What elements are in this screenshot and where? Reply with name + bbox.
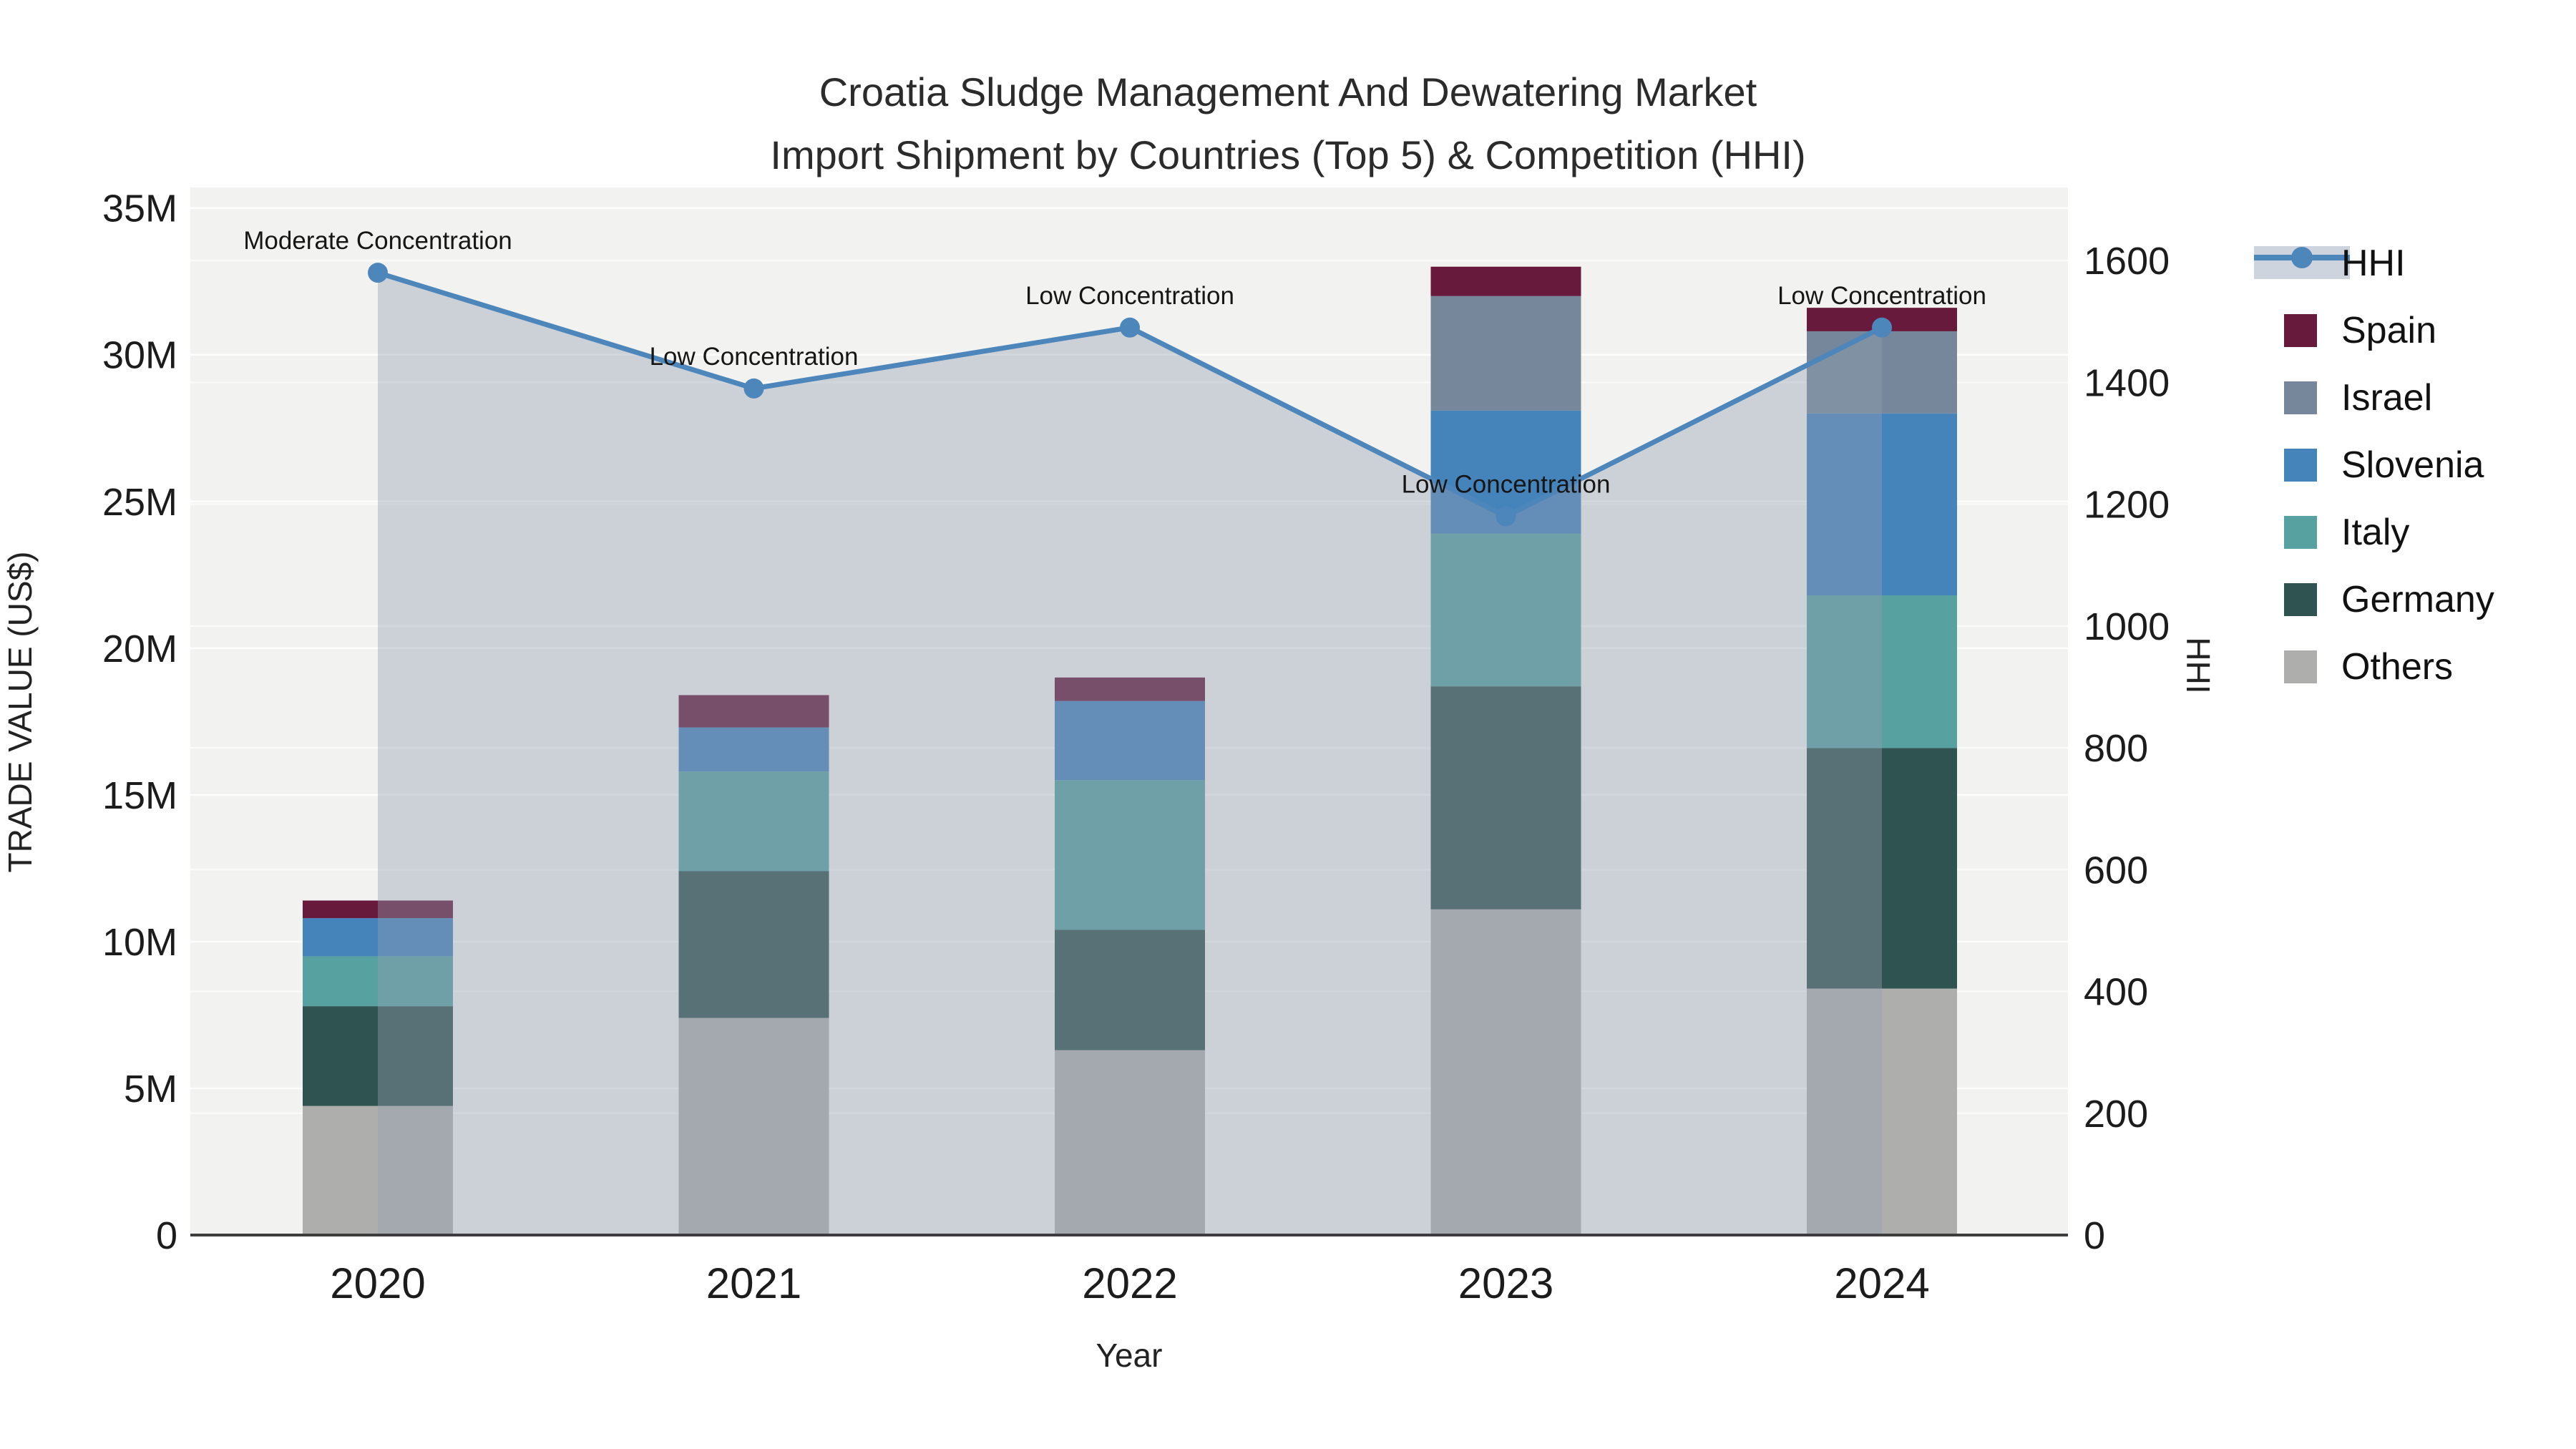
chart-title-line1: Croatia Sludge Management And Dewatering… [819,69,1757,114]
legend-swatch-slovenia [2284,449,2317,482]
legend-swatch-italy [2284,516,2317,549]
hhi-marker-2022[interactable] [1120,317,1140,338]
bar-2023-others[interactable] [1430,909,1581,1235]
y-right-tick-1000: 1000 [2084,605,2170,648]
y-right-tick-400: 400 [2084,971,2148,1014]
y-left-tick-30M: 30M [102,334,177,377]
legend-label-hhi: HHI [2341,243,2406,284]
bar-2022-spain[interactable] [1055,677,1205,701]
y-right-tick-1200: 1200 [2084,484,2170,527]
bar-2020-slovenia[interactable] [303,918,453,957]
x-tick-2020: 2020 [330,1259,425,1307]
bar-2024-others[interactable] [1807,988,1957,1235]
bar-2020-others[interactable] [303,1106,453,1235]
y-left-tick-25M: 25M [102,481,177,524]
x-axis-title: Year [1096,1337,1163,1374]
bar-2020-italy[interactable] [303,956,453,1007]
chart-title-line2: Import Shipment by Countries (Top 5) & C… [770,132,1805,177]
legend-label-others: Others [2341,646,2453,688]
y-right-tick-600: 600 [2084,849,2148,892]
legend-item-israel[interactable]: Israel [2284,377,2432,419]
y-left-tick-35M: 35M [102,187,177,230]
legend-item-italy[interactable]: Italy [2284,512,2409,553]
bar-2022-germany[interactable] [1055,930,1205,1050]
legend-item-spain[interactable]: Spain [2284,310,2436,351]
legend-item-others[interactable]: Others [2284,646,2453,688]
y-right-tick-0: 0 [2084,1214,2105,1257]
annotation-2024: Low Concentration [1777,282,1986,310]
bar-2023-israel[interactable] [1430,296,1581,411]
annotation-2020: Moderate Concentration [243,227,512,255]
legend-swatch-spain [2284,314,2317,347]
y-right-tick-200: 200 [2084,1093,2148,1136]
y-left-axis-title: TRADE VALUE (US$) [1,551,39,872]
bar-2022-italy[interactable] [1055,780,1205,930]
bar-2023-germany[interactable] [1430,686,1581,909]
annotation-2023: Low Concentration [1402,471,1611,499]
bar-2021-slovenia[interactable] [678,727,829,772]
bar-2023-italy[interactable] [1430,533,1581,687]
legend-item-germany[interactable]: Germany [2284,579,2494,620]
hhi-marker-2021[interactable] [743,378,764,399]
y-left-tick-0: 0 [156,1214,177,1257]
legend-label-germany: Germany [2341,579,2494,620]
legend-swatch-israel [2284,381,2317,414]
y-right-tick-1400: 1400 [2084,361,2170,404]
annotation-2022: Low Concentration [1025,282,1234,310]
legend-label-spain: Spain [2341,310,2436,351]
y-left-tick-5M: 5M [124,1068,177,1111]
bar-2020-germany[interactable] [303,1006,453,1106]
legend-swatch-germany [2284,583,2317,616]
bar-2023-spain[interactable] [1430,266,1581,296]
bar-2022-others[interactable] [1055,1050,1205,1235]
hhi-marker-2023[interactable] [1496,506,1516,527]
hhi-marker-2020[interactable] [368,263,388,283]
x-tick-2022: 2022 [1082,1259,1177,1307]
bar-2021-italy[interactable] [678,771,829,872]
legend-item-hhi[interactable]: HHI [2254,243,2406,284]
y-right-tick-1600: 1600 [2084,240,2170,283]
hhi-marker-2024[interactable] [1872,317,1892,338]
y-right-axis-title: HHI [2180,637,2217,693]
bar-2021-germany[interactable] [678,871,829,1018]
legend-item-slovenia[interactable]: Slovenia [2284,444,2484,486]
legend-swatch-others [2284,650,2317,683]
x-tick-2023: 2023 [1458,1259,1553,1307]
annotation-2021: Low Concentration [650,343,859,371]
y-left-tick-15M: 15M [102,774,177,817]
bar-2020-spain[interactable] [303,900,453,919]
legend-label-israel: Israel [2341,377,2432,419]
y-left-tick-10M: 10M [102,921,177,964]
x-tick-2024: 2024 [1834,1259,1929,1307]
bar-2024-italy[interactable] [1807,595,1957,748]
y-left-tick-20M: 20M [102,628,177,670]
bar-2024-israel[interactable] [1807,331,1957,414]
bar-2021-spain[interactable] [678,695,829,728]
bar-2024-slovenia[interactable] [1807,413,1957,596]
bar-2021-others[interactable] [678,1018,829,1235]
bar-2022-slovenia[interactable] [1055,701,1205,781]
legend-label-italy: Italy [2341,512,2409,553]
bar-2024-germany[interactable] [1807,748,1957,989]
legend-label-slovenia: Slovenia [2341,444,2484,486]
legend-hhi-marker [2291,247,2313,268]
y-right-tick-800: 800 [2084,727,2148,770]
hhi-area-fill [378,273,1882,1235]
x-tick-2021: 2021 [706,1259,801,1307]
